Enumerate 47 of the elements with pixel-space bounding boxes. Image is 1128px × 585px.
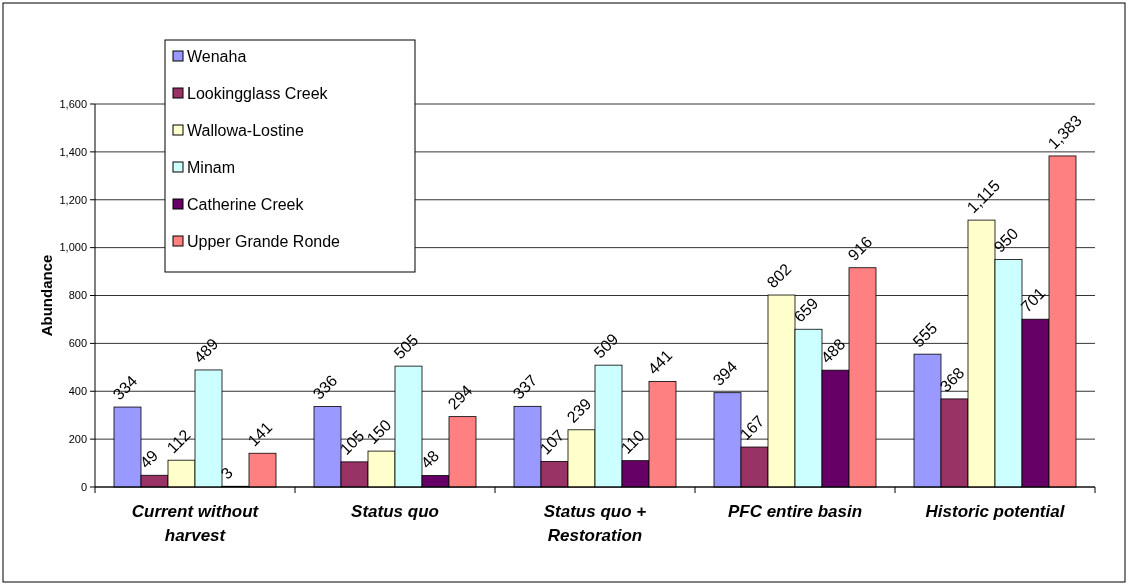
x-tick-label: PFC entire basin (727, 502, 863, 521)
data-label: 659 (790, 294, 822, 326)
data-label: 916 (844, 232, 876, 264)
x-tick-label: Status quo (351, 502, 439, 521)
y-tick-label: 800 (68, 289, 87, 302)
x-tick-label: Current without harvest (131, 502, 260, 545)
data-label: 167 (736, 412, 768, 444)
data-label: 107 (536, 426, 568, 458)
y-tick-label: 1,400 (59, 145, 87, 158)
data-label: 441 (644, 346, 676, 378)
legend-label: Wenaha (187, 47, 247, 65)
data-label: 112 (163, 426, 194, 457)
legend-label: Catherine Creek (187, 195, 305, 213)
y-tick-label: 200 (68, 432, 87, 445)
y-tick-label: 1,000 (59, 241, 87, 254)
legend-label: Wallowa-Lostine (187, 121, 304, 139)
y-tick-label: 600 (68, 337, 87, 350)
data-label: 141 (244, 418, 276, 450)
data-label: 489 (190, 335, 222, 367)
data-label: 336 (309, 371, 341, 403)
y-tick-label: 1,200 (59, 193, 87, 206)
data-label: 701 (1017, 284, 1049, 316)
x-tick-label: Historic potential (925, 502, 1066, 521)
data-label: 239 (563, 394, 595, 426)
data-label: 802 (763, 260, 795, 292)
legend-label: Minam (187, 158, 236, 176)
data-label: 49 (136, 446, 162, 472)
data-label: 488 (817, 335, 849, 367)
data-label: 3 (217, 464, 236, 483)
data-label: 368 (936, 364, 968, 396)
data-label: 48 (417, 446, 443, 472)
y-tick-label: 400 (68, 385, 87, 398)
data-label: 509 (590, 330, 622, 362)
data-label: 334 (109, 372, 141, 404)
y-axis-title: Abundance (38, 254, 55, 337)
legend-label: Upper Grande Ronde (187, 232, 341, 250)
data-label: 110 (617, 426, 648, 457)
y-tick-label: 0 (80, 480, 87, 493)
data-label: 505 (390, 331, 422, 363)
data-label: 394 (709, 357, 741, 389)
data-label: 337 (509, 371, 541, 403)
data-label: 950 (990, 224, 1022, 256)
data-label: 555 (909, 319, 941, 351)
y-tick-label: 1,600 (59, 97, 87, 110)
x-tick-label: Status quo + Restoration (543, 502, 647, 545)
legend-label: Lookingglass Creek (187, 84, 329, 102)
data-label: 294 (444, 381, 476, 413)
